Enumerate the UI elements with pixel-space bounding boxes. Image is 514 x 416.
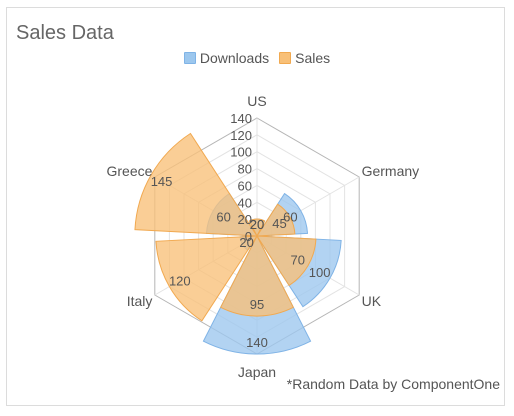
data-label-sales-italy: 120 (169, 274, 191, 289)
wedge-sales-japan (219, 234, 295, 317)
footnote: *Random Data by ComponentOne (286, 376, 500, 392)
data-label-downloads-italy: 20 (239, 235, 253, 250)
data-label-sales-japan: 95 (250, 297, 264, 312)
wedge-sales-italy (155, 235, 258, 322)
legend-swatch-sales (279, 52, 292, 64)
wedge-sales-us (248, 218, 266, 238)
radial-tick-label: 120 (230, 128, 252, 143)
radial-tick-label: 40 (238, 195, 252, 210)
data-label-downloads-germany: 60 (283, 210, 297, 225)
data-label-downloads-greece: 60 (216, 210, 230, 225)
wedge-sales-uk (256, 235, 317, 287)
data-label-sales-uk: 70 (290, 253, 304, 268)
data-label-sales-us: 20 (250, 217, 264, 232)
radial-tick-label: 140 (230, 111, 252, 126)
category-label-germany: Germany (362, 163, 420, 179)
data-label-sales-germany: 45 (272, 216, 286, 231)
wedge-sales-greece (134, 132, 258, 237)
data-label-downloads-japan: 140 (246, 335, 268, 350)
legend-swatch-downloads (183, 52, 196, 64)
chart-title: Sales Data (16, 22, 114, 44)
legend-label-sales: Sales (295, 50, 331, 66)
legend-item-sales[interactable]: Sales (279, 50, 330, 66)
category-label-greece: Greece (106, 163, 152, 179)
data-label-downloads-uk: 100 (309, 265, 331, 280)
radial-tick-label: 60 (238, 178, 252, 193)
category-label-us: US (247, 93, 266, 109)
radial-tick-label: 0 (245, 229, 252, 244)
category-label-japan: Japan (238, 364, 276, 380)
wedge-sales-germany (256, 203, 296, 237)
legend-label-downloads: Downloads (199, 50, 270, 66)
radial-tick-label: 80 (238, 162, 252, 177)
data-label-downloads-us: 20 (250, 217, 264, 232)
category-label-uk: UK (362, 293, 382, 309)
radial-tick-label: 20 (238, 212, 252, 227)
category-label-italy: Italy (127, 293, 153, 309)
legend-item-downloads[interactable]: Downloads (183, 50, 270, 66)
radial-tick-label: 100 (230, 145, 252, 160)
chart-legend: Downloads Sales (0, 50, 514, 66)
data-label-sales-greece: 145 (151, 174, 173, 189)
